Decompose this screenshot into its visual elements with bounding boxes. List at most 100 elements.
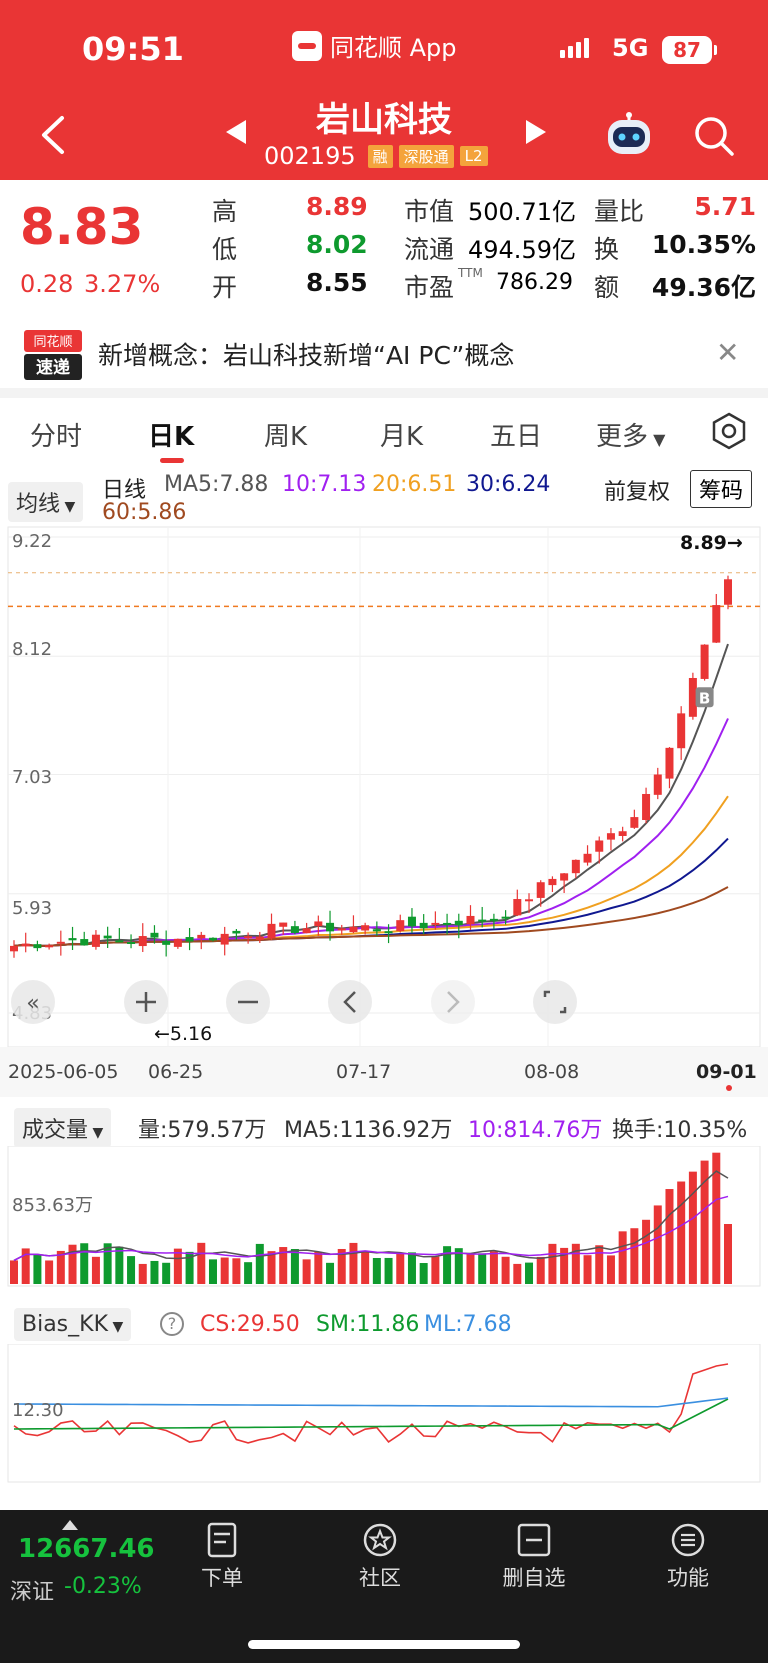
index-value[interactable]: 12667.46 xyxy=(18,1534,155,1564)
tab-weekly-k[interactable]: 周K xyxy=(264,422,308,452)
high-label: 8.89→ xyxy=(680,532,743,554)
help-icon[interactable]: ? xyxy=(160,1312,184,1336)
nav-functions[interactable]: 功能 xyxy=(638,1522,738,1592)
close-icon[interactable]: ✕ xyxy=(716,336,740,369)
nav-community[interactable]: 社区 xyxy=(330,1522,430,1592)
volume-tick: 853.63万 xyxy=(12,1195,93,1216)
fullscreen-button[interactable] xyxy=(533,980,577,1024)
price-tick-3: 7.03 xyxy=(12,767,52,788)
price-tick-4: 5.93 xyxy=(12,898,52,919)
ma5-value: MA5:7.88 xyxy=(164,472,269,497)
volume-bar xyxy=(478,1253,487,1284)
kline-chart[interactable]: B 9.22 8.12 7.03 5.93 4.83 8.89→ ←5.16 « xyxy=(0,525,768,1100)
tag-level2: L2 xyxy=(459,146,488,166)
nav-order-label: 下单 xyxy=(201,1566,243,1590)
expand-up-icon[interactable] xyxy=(62,1520,78,1530)
volume-bar xyxy=(21,1248,30,1284)
volume-bar xyxy=(384,1257,393,1284)
candle-body xyxy=(314,921,323,927)
volume-bar xyxy=(630,1228,639,1284)
volume-bar xyxy=(431,1256,440,1284)
zoom-in-button[interactable] xyxy=(124,980,168,1024)
candle-body xyxy=(10,945,18,952)
volume-bar xyxy=(80,1243,89,1284)
tab-intraday[interactable]: 分时 xyxy=(30,422,83,452)
quote-label: 开 xyxy=(212,273,238,302)
nav-order[interactable]: 下单 xyxy=(172,1522,272,1592)
bias-tick: 12.30 xyxy=(12,1400,64,1421)
scroll-left-button[interactable]: « xyxy=(11,980,55,1024)
next-stock-icon[interactable] xyxy=(526,120,546,144)
quote-label: 换 xyxy=(594,235,620,264)
volume-chart[interactable]: 853.63万 xyxy=(0,1146,768,1288)
volume-bar xyxy=(536,1256,545,1284)
search-icon[interactable] xyxy=(692,114,736,158)
volume-bar xyxy=(396,1252,405,1284)
bias-selector[interactable]: Bias_KK ▼ xyxy=(14,1308,132,1341)
volume-bar xyxy=(560,1247,569,1284)
tag-connect: 深股通 xyxy=(398,144,454,168)
tab-five-day[interactable]: 五日 xyxy=(490,422,543,452)
volume-bar xyxy=(91,1256,100,1284)
quote-value: 8.55 xyxy=(306,268,368,297)
home-indicator[interactable] xyxy=(248,1640,520,1649)
tab-more[interactable]: 更多 ▼ xyxy=(596,416,665,453)
index-name: 深证 xyxy=(10,1580,55,1605)
back-arrow-icon[interactable] xyxy=(34,110,74,160)
volume-bar xyxy=(127,1256,136,1284)
status-app-label[interactable]: 同花顺 App xyxy=(292,28,457,63)
adjust-mode[interactable]: 前复权 xyxy=(604,480,671,505)
chips-button[interactable]: 筹码 xyxy=(690,470,753,508)
volume-bar xyxy=(618,1231,627,1284)
bias-ml: ML:7.68 xyxy=(424,1312,512,1337)
date-tick-5: 09-01 xyxy=(696,1061,757,1083)
nav-remove-watchlist[interactable]: 删自选 xyxy=(484,1522,584,1592)
period-tabs: 分时 日K 周K 月K 五日 更多 ▼ xyxy=(0,398,768,468)
ai-assistant-robot-icon[interactable] xyxy=(604,112,654,158)
status-time: 09:51 xyxy=(82,30,184,68)
kline-candles xyxy=(10,575,732,958)
volume-bar xyxy=(454,1248,463,1284)
volume-bar xyxy=(724,1224,732,1284)
zoom-out-button[interactable] xyxy=(226,980,270,1024)
remove-watchlist-icon xyxy=(517,1523,551,1557)
chart-settings-hexagon-icon[interactable] xyxy=(710,412,748,450)
ma-selector[interactable]: 均线 ▼ xyxy=(8,482,84,522)
date-tick-4: 08-08 xyxy=(524,1061,579,1083)
quote-value: 49.36亿 xyxy=(651,273,756,302)
candle-body xyxy=(21,943,30,947)
bias-chart[interactable]: 12.30 xyxy=(0,1344,768,1484)
candle-body xyxy=(396,920,405,932)
volume-selector[interactable]: 成交量 ▼ xyxy=(14,1108,112,1148)
candle-body xyxy=(466,915,475,925)
volume-bar xyxy=(349,1242,358,1284)
candle-body xyxy=(68,938,77,941)
quote-value: 8.89 xyxy=(306,192,368,221)
quote-label: 低 xyxy=(212,235,238,264)
volume-bar xyxy=(466,1253,475,1284)
volume-bar xyxy=(267,1251,276,1284)
pan-right-button[interactable] xyxy=(431,980,475,1024)
candle-body xyxy=(700,644,709,679)
volume-bar xyxy=(103,1243,112,1284)
price-tick-top: 9.22 xyxy=(12,531,52,552)
tab-daily-k[interactable]: 日K xyxy=(148,422,195,452)
ma-selector-label: 均线 xyxy=(16,492,61,517)
volume-bar xyxy=(548,1243,557,1284)
nav-remove-watchlist-label: 删自选 xyxy=(502,1566,566,1590)
prev-stock-icon[interactable] xyxy=(226,120,246,144)
volume-bar xyxy=(407,1252,416,1284)
news-banner[interactable]: 同花顺 速递 新增概念：岩山科技新增“AI PC”概念 ✕ xyxy=(0,318,768,388)
tag-margin: 融 xyxy=(367,144,393,168)
date-tick-2: 06-25 xyxy=(148,1061,203,1083)
header-bar: 09:51 同花顺 App 5G 87 岩山科技 002195 融 深股通 L2 xyxy=(0,0,768,180)
volume-bar xyxy=(244,1262,253,1284)
candle-body xyxy=(384,931,393,934)
pan-left-button[interactable] xyxy=(328,980,372,1024)
volume-ma10: 10:814.76万 xyxy=(468,1118,603,1143)
candle-body xyxy=(571,859,580,874)
bias-header: Bias_KK ▼ ? CS:29.50 SM:11.86 ML:7.68 xyxy=(0,1300,768,1344)
volume-bar xyxy=(162,1262,171,1284)
volume-bar xyxy=(68,1244,77,1284)
tab-monthly-k[interactable]: 月K xyxy=(380,422,424,452)
